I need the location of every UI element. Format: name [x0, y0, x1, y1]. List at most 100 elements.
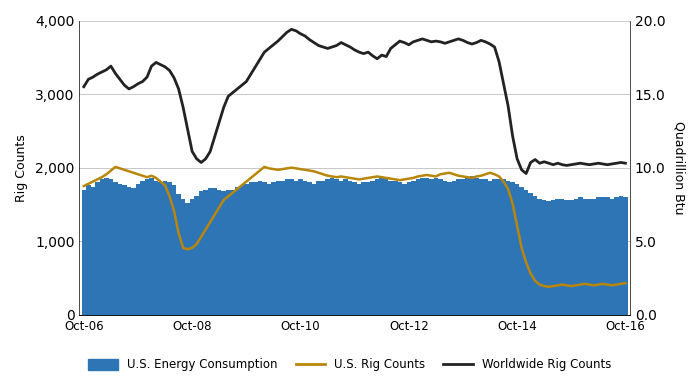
Bar [587, 199, 592, 315]
Bar [335, 180, 339, 315]
Bar [348, 181, 352, 315]
Bar [429, 180, 433, 315]
Bar [461, 180, 466, 315]
Bar [366, 182, 370, 315]
Bar [524, 190, 528, 315]
Bar [163, 181, 167, 315]
Bar [384, 180, 388, 315]
Bar [560, 199, 564, 315]
Bar [95, 182, 99, 315]
Bar [425, 178, 429, 315]
Bar [235, 187, 239, 315]
Bar [416, 180, 420, 315]
Bar [113, 182, 118, 315]
Bar [208, 188, 213, 315]
Bar [140, 181, 145, 315]
Bar [389, 181, 393, 315]
Bar [149, 178, 154, 315]
Bar [289, 180, 294, 315]
Bar [582, 199, 587, 315]
Y-axis label: Quadrillion Btu: Quadrillion Btu [672, 121, 685, 214]
Bar [610, 199, 614, 315]
Bar [248, 182, 253, 315]
Bar [244, 184, 248, 315]
Bar [326, 180, 330, 315]
Bar [375, 180, 379, 315]
Bar [267, 184, 271, 315]
Bar [217, 190, 221, 315]
Bar [195, 196, 199, 315]
Bar [407, 182, 411, 315]
Bar [578, 197, 582, 315]
Bar [528, 193, 533, 315]
Bar [118, 184, 122, 315]
Bar [596, 197, 601, 315]
Bar [519, 187, 524, 315]
Bar [172, 185, 176, 315]
Bar [339, 181, 343, 315]
Bar [379, 178, 384, 315]
Bar [605, 197, 610, 315]
Bar [569, 200, 573, 315]
Bar [411, 181, 416, 315]
Legend: U.S. Energy Consumption, U.S. Rig Counts, Worldwide Rig Counts: U.S. Energy Consumption, U.S. Rig Counts… [83, 354, 617, 376]
Bar [127, 187, 131, 315]
Bar [601, 197, 605, 315]
Bar [298, 180, 302, 315]
Y-axis label: Rig Counts: Rig Counts [15, 134, 28, 201]
Bar [501, 180, 506, 315]
Bar [276, 181, 280, 315]
Bar [221, 191, 226, 315]
Bar [186, 203, 190, 315]
Bar [533, 196, 538, 315]
Bar [343, 180, 348, 315]
Bar [619, 196, 623, 315]
Bar [312, 184, 316, 315]
Bar [492, 180, 497, 315]
Bar [452, 181, 456, 315]
Bar [145, 180, 149, 315]
Bar [556, 199, 560, 315]
Bar [370, 181, 375, 315]
Bar [466, 178, 470, 315]
Bar [538, 199, 542, 315]
Bar [573, 199, 578, 315]
Bar [253, 182, 258, 315]
Bar [497, 180, 501, 315]
Bar [90, 187, 95, 315]
Bar [271, 182, 276, 315]
Bar [204, 190, 208, 315]
Bar [393, 181, 398, 315]
Bar [361, 182, 366, 315]
Bar [158, 182, 163, 315]
Bar [470, 176, 474, 315]
Bar [82, 190, 86, 315]
Bar [510, 182, 515, 315]
Bar [167, 182, 172, 315]
Bar [316, 181, 321, 315]
Bar [398, 182, 402, 315]
Bar [551, 200, 556, 315]
Bar [294, 181, 298, 315]
Bar [483, 180, 488, 315]
Bar [181, 199, 186, 315]
Bar [285, 180, 289, 315]
Bar [456, 180, 461, 315]
Bar [99, 180, 104, 315]
Bar [564, 200, 569, 315]
Bar [433, 178, 438, 315]
Bar [479, 180, 483, 315]
Bar [108, 180, 113, 315]
Bar [302, 181, 307, 315]
Bar [442, 181, 447, 315]
Bar [199, 191, 204, 315]
Bar [357, 184, 361, 315]
Bar [438, 180, 442, 315]
Bar [258, 181, 262, 315]
Bar [547, 201, 551, 315]
Bar [307, 182, 312, 315]
Bar [131, 188, 136, 315]
Bar [122, 185, 127, 315]
Bar [226, 190, 230, 315]
Bar [230, 190, 235, 315]
